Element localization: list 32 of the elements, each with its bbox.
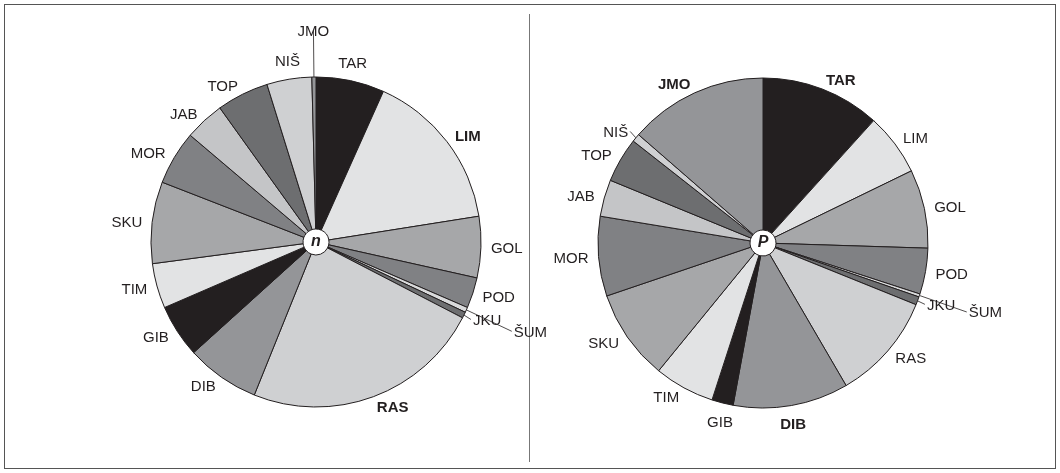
slice-label: DIB bbox=[780, 415, 807, 433]
slice-label: POD bbox=[935, 264, 969, 282]
slice-label: SKU bbox=[588, 334, 620, 352]
text: n bbox=[311, 231, 322, 249]
slice-label: GIB bbox=[707, 412, 733, 430]
slice-label: JAB bbox=[567, 186, 595, 204]
slice-label: JAB bbox=[169, 104, 198, 122]
slice-label: LIM bbox=[902, 129, 928, 147]
slice-label: ŠUM bbox=[968, 303, 1003, 321]
slice-label: MOR bbox=[553, 248, 589, 266]
slice-label: RAS bbox=[376, 397, 409, 415]
slice-label: DIB bbox=[190, 376, 216, 394]
slice-label: TIM bbox=[653, 388, 680, 406]
slice-label: SKU bbox=[111, 212, 143, 230]
slice-label: RAS bbox=[895, 348, 927, 366]
text: P bbox=[757, 232, 769, 250]
slice-label: LIM bbox=[454, 127, 481, 145]
slice-label: GOL bbox=[490, 239, 523, 256]
slice-label: TAR bbox=[338, 53, 368, 71]
slice-label: MOR bbox=[130, 143, 166, 161]
slice-label: JKU bbox=[926, 295, 956, 313]
slice-label: TAR bbox=[825, 71, 856, 89]
slice-label: JMO bbox=[297, 22, 330, 40]
slice-label: GIB bbox=[142, 328, 169, 346]
slice-label: TOP bbox=[581, 146, 612, 164]
slice-label: TIM bbox=[121, 280, 148, 298]
slice-label: GOL bbox=[934, 197, 966, 215]
slice-label: POD bbox=[482, 287, 516, 305]
slice-label: NIŠ bbox=[275, 52, 301, 70]
slice-label: TOP bbox=[207, 76, 239, 94]
slice-label: JMO bbox=[657, 75, 691, 93]
slice-label: NIŠ bbox=[603, 122, 629, 140]
